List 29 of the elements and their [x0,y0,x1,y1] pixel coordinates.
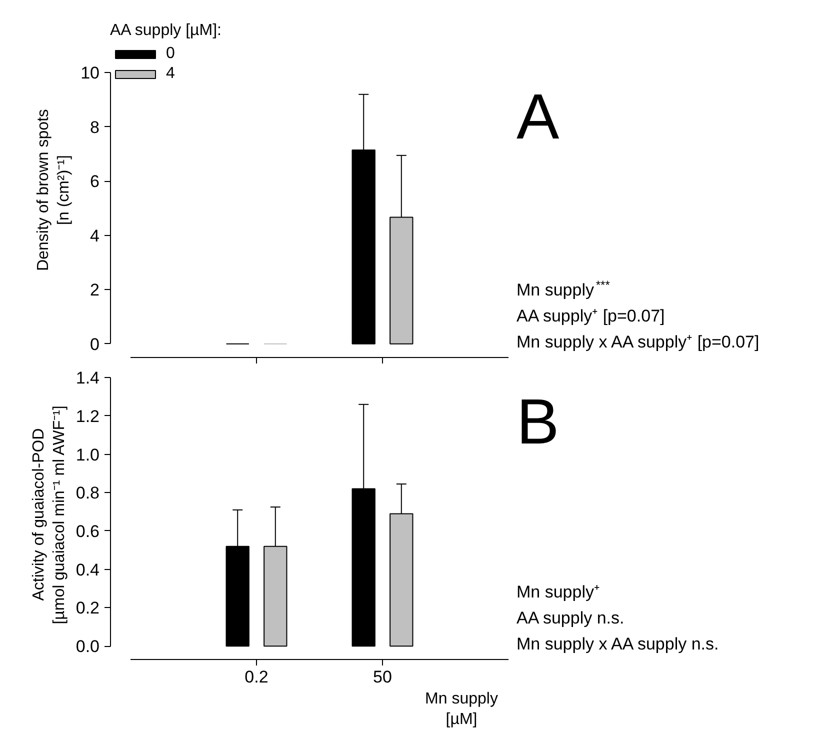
y-tick-label: 2 [90,280,100,300]
text: Mn supply x AA supply n.s. [516,634,719,654]
text: AA supply n.s. [516,608,624,628]
y-axis-title: Density of brown spots [n (cm²)⁻¹] [35,109,73,271]
y-tick-label: 0.0 [76,637,100,656]
y-tick-label: 8 [90,118,100,137]
y-tick-label: 1.4 [76,368,100,388]
y-tick-label: 6 [90,172,100,192]
legend-label: 0 [166,45,176,63]
legend-label: 4 [166,65,176,83]
text: Mn supply x AA supply⁺ [p=0.07] [516,332,760,352]
y-tick-label: 0.6 [76,522,100,541]
y-tick-label: 0.4 [76,560,100,580]
y-tick-label: 4 [90,226,100,246]
text: Mn supply*** [516,278,610,300]
y-tick-label: 1.2 [76,406,100,426]
y-tick-label: 0.8 [76,484,100,503]
y-tick-label: 0 [90,334,100,354]
x-tick-label: 50 [373,668,392,686]
text: AA supply⁺ [p=0.07] [516,306,665,326]
text: B [516,386,560,458]
y-tick-label: 1.0 [76,445,100,464]
y-tick-label: 10 [80,64,100,83]
y-tick-label: 0.2 [76,598,100,618]
legend-title: AA supply [µM]: [110,22,222,40]
y-axis-title: Activity of guaiacol-POD [µmol guaiacol min⁻¹ ml AWF⁻¹] [30,406,68,624]
text: A [516,80,560,153]
text: Mn supply⁺ [516,582,600,602]
x-axis-title: Mn supply [µM] [425,690,498,728]
